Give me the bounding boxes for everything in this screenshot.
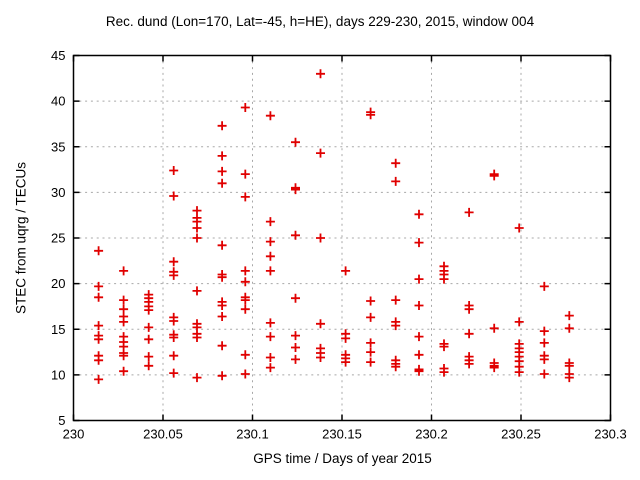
y-axis-label: STEC from uqrg / TECUs	[13, 161, 29, 315]
chart-title: Rec. dund (Lon=170, Lat=-45, h=HE), days…	[105, 14, 535, 29]
y-tick-label: 45	[51, 48, 65, 63]
y-tick-label: 5	[58, 413, 65, 428]
y-tick-label: 25	[51, 231, 65, 246]
data-points	[94, 69, 574, 384]
x-tick-label: 230.2	[415, 427, 448, 442]
y-tick-label: 35	[51, 139, 65, 154]
y-tick-label: 20	[51, 276, 65, 291]
x-tick-label: 230.1	[236, 427, 269, 442]
plot-border	[72, 54, 612, 422]
y-tick-label: 15	[51, 322, 65, 337]
x-tick-label: 230.05	[143, 427, 183, 442]
x-tick-label: 230.25	[501, 427, 541, 442]
x-tick-label: 230.15	[322, 427, 362, 442]
x-tick-label: 230.3	[594, 427, 627, 442]
x-axis-label: GPS time / Days of year 2015	[253, 451, 432, 466]
y-tick-label: 10	[51, 367, 65, 382]
y-tick-label: 30	[51, 185, 65, 200]
y-tick-label: 40	[51, 94, 65, 109]
x-tick-label: 230	[63, 427, 85, 442]
